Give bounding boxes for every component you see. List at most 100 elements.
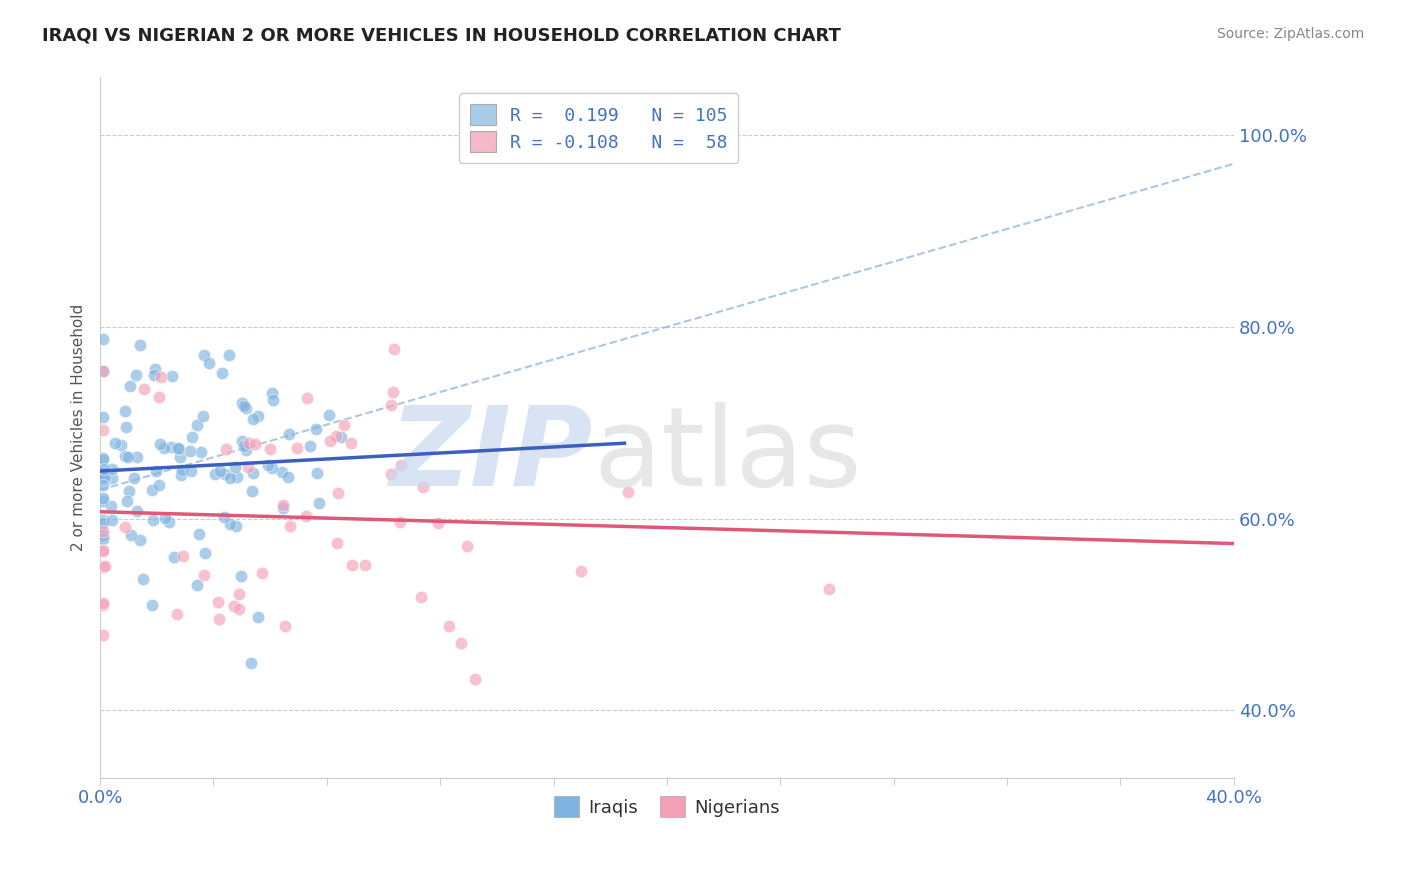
- Point: [186, 577, 208, 591]
- Point: [319, 434, 342, 448]
- Point: [271, 501, 294, 516]
- Point: [246, 610, 269, 624]
- Point: [235, 401, 257, 415]
- Point: [162, 550, 184, 565]
- Point: [342, 558, 364, 573]
- Point: [117, 450, 139, 464]
- Point: [193, 348, 215, 362]
- Point: [91, 364, 114, 378]
- Point: [91, 450, 114, 465]
- Point: [141, 598, 163, 612]
- Point: [91, 471, 114, 485]
- Point: [240, 483, 263, 498]
- Point: [326, 486, 349, 500]
- Point: [389, 516, 412, 530]
- Point: [167, 442, 190, 457]
- Point: [259, 442, 281, 456]
- Point: [91, 627, 114, 641]
- Point: [232, 399, 254, 413]
- Point: [91, 560, 114, 574]
- Point: [240, 656, 263, 670]
- Point: [91, 533, 114, 547]
- Point: [145, 464, 167, 478]
- Point: [228, 587, 250, 601]
- Text: Source: ZipAtlas.com: Source: ZipAtlas.com: [1216, 27, 1364, 41]
- Point: [211, 366, 233, 380]
- Point: [91, 544, 114, 558]
- Point: [224, 459, 246, 474]
- Point: [188, 526, 211, 541]
- Point: [91, 513, 114, 527]
- Point: [93, 462, 115, 476]
- Point: [194, 546, 217, 560]
- Point: [222, 599, 245, 613]
- Point: [191, 409, 214, 423]
- Point: [262, 460, 284, 475]
- Point: [153, 510, 176, 524]
- Y-axis label: 2 or more Vehicles in Household: 2 or more Vehicles in Household: [72, 304, 86, 551]
- Point: [193, 568, 215, 582]
- Point: [172, 463, 194, 477]
- Point: [616, 485, 638, 500]
- Point: [262, 392, 284, 407]
- Point: [218, 471, 240, 485]
- Point: [118, 379, 141, 393]
- Point: [233, 439, 256, 453]
- Point: [152, 441, 174, 455]
- Point: [277, 470, 299, 484]
- Point: [226, 469, 249, 483]
- Point: [231, 396, 253, 410]
- Point: [298, 439, 321, 453]
- Point: [382, 342, 405, 356]
- Point: [114, 519, 136, 533]
- Point: [228, 602, 250, 616]
- Point: [91, 598, 114, 612]
- Point: [100, 500, 122, 514]
- Point: [160, 368, 183, 383]
- Point: [218, 517, 240, 532]
- Point: [101, 461, 124, 475]
- Point: [218, 348, 240, 362]
- Point: [294, 509, 316, 524]
- Point: [181, 430, 204, 444]
- Point: [91, 364, 114, 378]
- Point: [427, 516, 450, 530]
- Point: [91, 409, 114, 424]
- Point: [167, 441, 190, 455]
- Point: [179, 443, 201, 458]
- Point: [169, 450, 191, 465]
- Point: [91, 451, 114, 466]
- Point: [101, 471, 124, 485]
- Point: [190, 445, 212, 459]
- Point: [295, 391, 318, 405]
- Point: [101, 513, 124, 527]
- Point: [94, 470, 117, 484]
- Point: [172, 549, 194, 564]
- Point: [91, 332, 114, 346]
- Point: [212, 509, 235, 524]
- Point: [114, 404, 136, 418]
- Point: [231, 434, 253, 448]
- Point: [132, 572, 155, 586]
- Point: [214, 467, 236, 481]
- Point: [305, 466, 328, 480]
- Point: [180, 464, 202, 478]
- Point: [243, 437, 266, 451]
- Point: [132, 382, 155, 396]
- Point: [148, 390, 170, 404]
- Point: [94, 559, 117, 574]
- Point: [412, 480, 434, 494]
- Point: [411, 591, 433, 605]
- Point: [204, 467, 226, 481]
- Point: [117, 493, 139, 508]
- Point: [330, 430, 353, 444]
- Point: [141, 483, 163, 497]
- Point: [125, 368, 148, 383]
- Point: [157, 516, 180, 530]
- Point: [257, 458, 280, 472]
- Point: [122, 470, 145, 484]
- Point: [262, 385, 284, 400]
- Point: [225, 519, 247, 533]
- Point: [91, 516, 114, 531]
- Point: [207, 595, 229, 609]
